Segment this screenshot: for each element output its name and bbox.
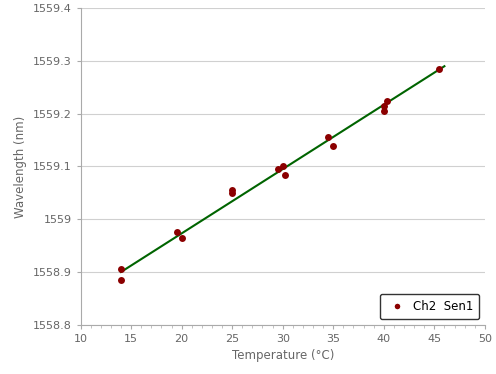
Point <box>173 229 181 235</box>
Point <box>117 277 125 283</box>
Point <box>435 66 443 72</box>
X-axis label: Temperature (°C): Temperature (°C) <box>232 349 334 362</box>
Point <box>178 235 186 241</box>
Point <box>117 266 125 272</box>
Point <box>274 166 282 172</box>
Y-axis label: Wavelength (nm): Wavelength (nm) <box>14 115 27 218</box>
Point <box>383 98 391 104</box>
Point <box>380 108 388 114</box>
Point <box>380 103 388 109</box>
Point <box>228 190 236 196</box>
Legend: Ch2  Sen1: Ch2 Sen1 <box>379 294 479 319</box>
Point <box>324 135 332 141</box>
Point <box>228 187 236 193</box>
Point <box>279 163 287 169</box>
Point <box>329 143 337 149</box>
Point <box>281 172 289 178</box>
